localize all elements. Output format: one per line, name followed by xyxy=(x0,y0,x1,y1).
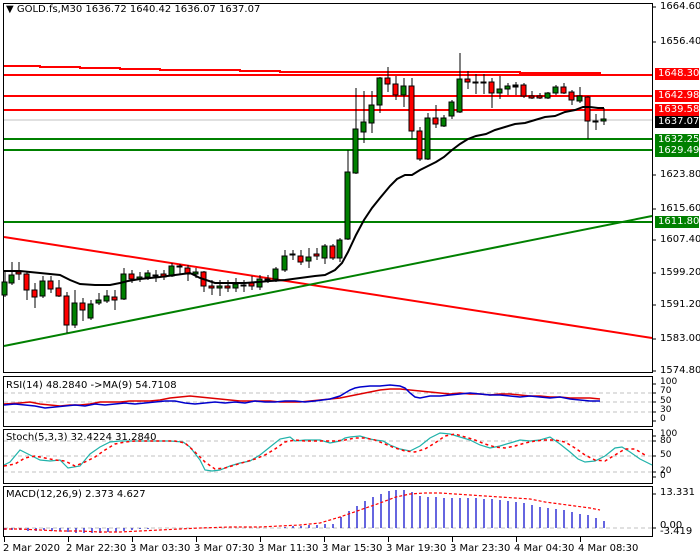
time-tick-mark xyxy=(388,537,389,542)
price-tick: 1583.00 xyxy=(660,333,700,344)
support-tag-2: 1629.49 xyxy=(655,145,699,157)
price-tick: 1623.80 xyxy=(660,169,700,180)
rsi-level: 30 xyxy=(660,405,672,415)
price-tick: 1599.20 xyxy=(660,267,700,278)
current-price-tag: 1637.07 xyxy=(655,116,699,128)
time-label: 3 Mar 23:30 xyxy=(450,543,511,554)
price-tick: 1664.60 xyxy=(660,1,700,12)
time-label: 3 Mar 15:30 xyxy=(322,543,383,554)
price-tick: 1656.40 xyxy=(660,36,700,47)
time-label: 4 Mar 04:30 xyxy=(514,543,575,554)
price-chart-panel[interactable] xyxy=(3,3,653,373)
support-levels xyxy=(4,138,652,223)
time-label: 2 Mar 2020 xyxy=(3,543,61,554)
chart-title: ▼ GOLD.fs,M30 1636.72 1640.42 1636.07 16… xyxy=(6,4,261,15)
candles xyxy=(1,53,607,333)
macd-level: -3.419 xyxy=(660,526,693,537)
support-tag-3: 1611.80 xyxy=(655,216,699,228)
price-tick: 1615.60 xyxy=(660,203,700,214)
time-label: 3 Mar 11:30 xyxy=(258,543,319,554)
time-label: 3 Mar 03:30 xyxy=(130,543,191,554)
resistance-levels xyxy=(4,65,652,111)
time-label: 3 Mar 19:30 xyxy=(386,543,447,554)
macd-title: MACD(12,26,9) 2.373 4.627 xyxy=(6,489,146,500)
time-tick-mark xyxy=(132,537,133,542)
price-tick: 1574.80 xyxy=(660,365,700,376)
support-tag-1: 1632.25 xyxy=(655,134,699,146)
time-tick-mark xyxy=(260,537,261,542)
time-tick-mark xyxy=(516,537,517,542)
stochastic-title: Stoch(5,3,3) 32.4224 31.2840 xyxy=(6,432,157,443)
resistance-tag-2: 1642.98 xyxy=(655,90,699,102)
rsi-level: 50 xyxy=(660,396,672,406)
price-tick: 1591.20 xyxy=(660,299,700,310)
time-tick-mark xyxy=(196,537,197,542)
macd-histogram xyxy=(4,490,605,533)
rsi-level: 100 xyxy=(660,377,678,387)
stochastic-level: 20 xyxy=(660,466,672,476)
time-tick-mark xyxy=(324,537,325,542)
stochastic-level: 80 xyxy=(660,436,672,446)
macd-level: 13.331 xyxy=(660,487,695,498)
rsi-level: 70 xyxy=(660,386,672,396)
resistance-tag-1: 1648.30 xyxy=(655,68,699,80)
price-tick: 1607.40 xyxy=(660,234,700,245)
time-label: 2 Mar 22:30 xyxy=(66,543,127,554)
rsi-title: RSI(14) 48.2840 ->MA(9) 54.7108 xyxy=(6,380,177,391)
time-label: 4 Mar 08:30 xyxy=(578,543,639,554)
time-label: 3 Mar 07:30 xyxy=(194,543,255,554)
time-tick-mark xyxy=(452,537,453,542)
stochastic-level: 100 xyxy=(660,429,678,439)
rsi-level: 0 xyxy=(660,414,666,424)
macd-level: 0.00 xyxy=(660,520,683,531)
stochastic-level: 0 xyxy=(660,471,666,481)
moving-average-line xyxy=(4,106,604,286)
time-tick-mark xyxy=(4,537,5,542)
resistance-tag-3: 1639.58 xyxy=(655,104,699,116)
time-tick-mark xyxy=(68,537,69,542)
trendlines xyxy=(3,215,653,347)
stochastic-level: 50 xyxy=(660,450,672,460)
time-tick-mark xyxy=(580,537,581,542)
macd-signal-line xyxy=(4,492,601,533)
